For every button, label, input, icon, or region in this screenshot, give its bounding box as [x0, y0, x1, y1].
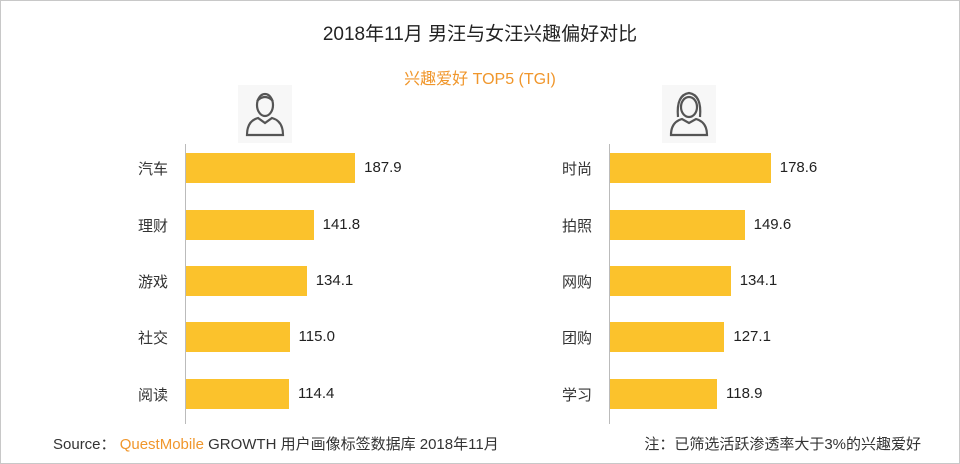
category-label: 网购 [561, 274, 592, 291]
bar-female-3 [610, 322, 725, 352]
chart-title: 2018年11月 男汪与女汪兴趣偏好对比 [322, 24, 638, 45]
bar-male-4 [186, 379, 289, 409]
brand-name: QuestMobile [119, 436, 204, 453]
data-label: 149.6 [753, 216, 792, 233]
bar-female-2 [610, 266, 731, 296]
female-user-icon [662, 85, 716, 143]
category-label: 理财 [137, 218, 168, 235]
data-label: 134.1 [739, 272, 778, 289]
bar-male-1 [186, 210, 314, 240]
category-label: 时尚 [561, 161, 592, 178]
bar-female-0 [610, 153, 771, 183]
source-text: GROWTH 用户画像标签数据库 2018年11月 [208, 436, 499, 453]
category-label: 学习 [561, 387, 592, 404]
bar-male-0 [186, 153, 356, 183]
source-note: Source： QuestMobile GROWTH 用户画像标签数据库 201… [53, 433, 499, 454]
category-label: 游戏 [137, 274, 168, 291]
category-label: 阅读 [137, 387, 168, 404]
bar-female-1 [610, 210, 745, 240]
footnote: 注：已筛选活跃渗透率大于3%的兴趣爱好 [644, 436, 921, 453]
data-label: 127.1 [733, 328, 771, 345]
data-label: 118.9 [726, 385, 763, 402]
male-user-icon [238, 85, 292, 143]
data-label: 115.0 [298, 328, 335, 345]
category-label: 汽车 [137, 161, 168, 178]
bar-male-3 [186, 322, 290, 352]
bar-male-2 [186, 266, 307, 296]
category-label: 社交 [137, 330, 168, 347]
data-label: 141.8 [322, 216, 361, 233]
category-label: 拍照 [561, 218, 592, 235]
data-label: 134.1 [315, 272, 354, 289]
category-label: 团购 [561, 330, 592, 347]
data-label: 178.6 [779, 159, 818, 176]
source-label: Source： [53, 436, 116, 453]
left-axis-line [185, 144, 186, 424]
bar-female-4 [610, 379, 717, 409]
chart-subtitle: 兴趣爱好 TOP5 (TGI) [404, 71, 556, 88]
data-label: 114.4 [297, 385, 335, 402]
right-axis-line [609, 144, 610, 424]
data-label: 187.9 [364, 159, 402, 176]
